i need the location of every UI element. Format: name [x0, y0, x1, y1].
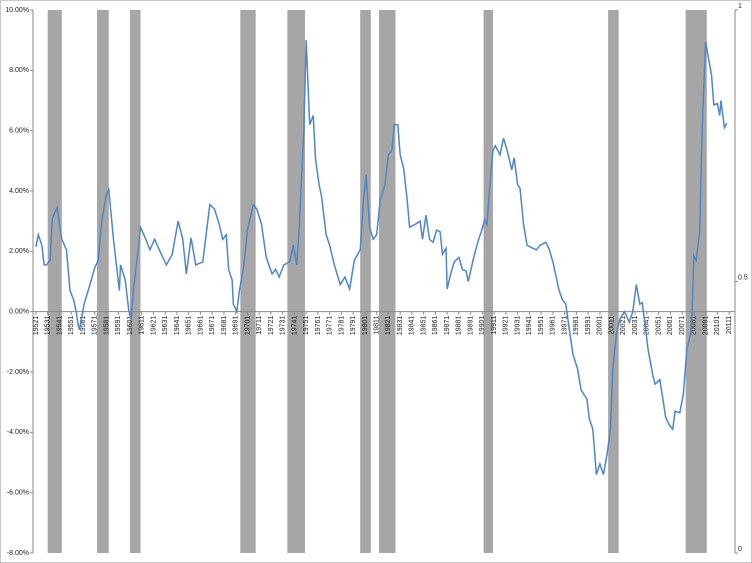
x-tick-label: 20051: [655, 316, 662, 336]
x-tick-label: 19551: [68, 316, 75, 336]
recession-band: [287, 10, 305, 553]
x-tick-label: 19971: [561, 316, 568, 336]
y2-tick-label: 1: [738, 3, 742, 10]
x-tick-label: 19621: [150, 316, 157, 336]
x-tick-label: 19581: [103, 316, 110, 336]
x-tick-label: 19831: [397, 316, 404, 336]
y-tick-label: 8.00%: [9, 67, 29, 74]
x-tick-label: 19651: [186, 316, 193, 336]
y-tick-label: -2.00%: [7, 369, 29, 376]
x-tick-label: 19951: [538, 316, 545, 336]
y-tick-label: 10.00%: [5, 7, 29, 14]
x-tick-label: 19711: [256, 316, 263, 335]
x-tick-label: 19881: [456, 316, 463, 336]
x-tick-label: 19641: [174, 316, 181, 336]
x-tick-label: 19741: [291, 316, 298, 336]
x-tick-label: 19841: [409, 316, 416, 336]
data-line: [35, 40, 728, 475]
x-tick-label: 19691: [233, 316, 240, 336]
x-tick-label: 19661: [197, 316, 204, 336]
x-tick-label: 19891: [467, 316, 474, 336]
x-tick-label: 19751: [303, 316, 310, 336]
recession-band: [379, 10, 396, 553]
recession-band: [240, 10, 256, 553]
x-tick-label: 19541: [56, 316, 63, 336]
x-tick-label: 19521: [33, 316, 40, 336]
y-tick-label: -4.00%: [7, 429, 29, 436]
recession-band: [47, 10, 62, 553]
x-tick-label: 20011: [608, 316, 615, 335]
x-tick-label: 20031: [632, 316, 639, 336]
x-tick-label: 20041: [644, 316, 651, 336]
x-tick-label: 20021: [620, 316, 627, 336]
x-tick-label: 19931: [514, 316, 521, 336]
x-tick-label: 19871: [444, 316, 451, 336]
x-tick-label: 19721: [268, 316, 275, 336]
x-tick-label: 19791: [350, 316, 357, 336]
y-tick-label: 6.00%: [9, 128, 29, 135]
y2-tick-label: 0.5: [738, 274, 748, 281]
recession-band: [483, 10, 493, 553]
x-tick-label: 19911: [491, 316, 498, 335]
y-tick-label: 4.00%: [9, 188, 29, 195]
y-tick-label: 2.00%: [9, 248, 29, 255]
x-tick-label: 20101: [714, 316, 721, 336]
x-tick-label: 19591: [115, 316, 122, 336]
x-tick-label: 19611: [139, 316, 146, 335]
x-tick-label: 19981: [573, 316, 580, 336]
x-tick-label: 19801: [362, 316, 369, 336]
x-tick-label: 19861: [432, 316, 439, 336]
x-tick-label: 19601: [127, 316, 134, 336]
x-tick-label: 20081: [691, 316, 698, 336]
x-tick-label: 19731: [280, 316, 287, 336]
x-tick-label: 19781: [338, 316, 345, 336]
x-tick-label: 19681: [221, 316, 228, 336]
x-tick-label: 19761: [315, 316, 322, 336]
x-tick-label: 19571: [92, 316, 99, 336]
x-tick-label: 20061: [667, 316, 674, 336]
recession-band: [129, 10, 141, 553]
x-tick-label: 19531: [45, 316, 52, 336]
x-tick-label: 19561: [80, 316, 87, 336]
x-tick-label: 20001: [597, 316, 604, 336]
x-tick-label: 19811: [374, 316, 381, 335]
y2-tick-label: 0: [738, 546, 742, 553]
x-tick-label: 19671: [209, 316, 216, 336]
x-tick-label: 19991: [585, 316, 592, 336]
y-tick-label: -8.00%: [7, 550, 29, 557]
x-tick-label: 20071: [679, 316, 686, 336]
x-tick-label: 19701: [244, 316, 251, 336]
y-tick-label: -6.00%: [7, 490, 29, 497]
x-tick-label: 19771: [327, 316, 334, 336]
x-tick-label: 19901: [479, 316, 486, 336]
x-tick-label: 19851: [420, 316, 427, 336]
x-tick-label: 19631: [162, 316, 169, 336]
x-tick-label: 20091: [702, 316, 709, 336]
x-tick-label: 19961: [550, 316, 557, 336]
recession-band: [608, 10, 619, 553]
recession-band: [360, 10, 371, 553]
x-tick-label: 19921: [503, 316, 510, 336]
x-tick-label: 20111: [726, 316, 733, 335]
y-tick-label: 0.00%: [9, 309, 29, 316]
recession-band: [97, 10, 109, 553]
x-tick-label: 19941: [526, 316, 533, 336]
x-tick-label: 19821: [385, 316, 392, 336]
